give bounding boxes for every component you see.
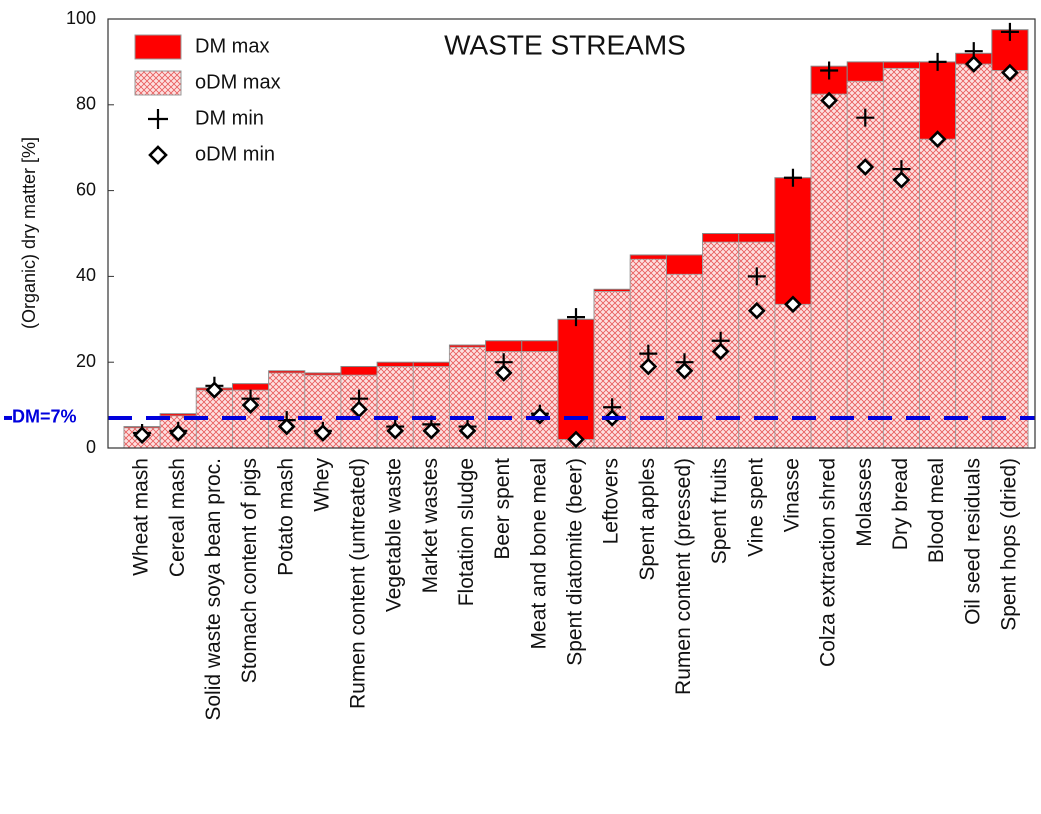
x-tick-label: Market wastes [419,458,442,593]
bar [557,318,595,449]
legend-label: DM max [195,35,269,57]
y-tick-label: 20 [76,351,96,371]
diamond-marker [892,171,911,189]
x-tick-label: Spent fruits [708,458,731,564]
x-tick-label: Spent apples [636,458,659,581]
x-tick-label: Solid waste soya bean proc. [202,458,225,721]
hatched-bar [268,372,306,449]
diamond-marker [747,301,766,320]
hatched-bar [919,138,957,449]
diamond-marker [205,381,224,399]
x-tick-label: Potato mash [274,458,297,576]
diamond-marker [784,295,802,314]
diamond-marker [1001,63,1019,82]
x-tick-label: Wheat mash [130,458,153,576]
hatched-bar [991,70,1029,449]
x-tick-label: Rumen content (pressed) [672,458,695,695]
hatched-bar [846,80,884,449]
plus-marker [1000,22,1019,41]
x-tick-label: Vinasse [781,458,804,532]
hatched-bar [485,351,523,449]
diamond-marker [820,91,838,110]
diamond-marker [928,130,947,148]
diamond-marker [422,422,441,440]
hatched-bar [521,351,559,449]
y-tick-label: 40 [76,265,96,285]
y-tick-label: 100 [66,8,96,28]
plot-frame [107,18,1036,449]
diamond-marker [277,417,296,436]
x-tick-label: Spent diatomite (beer) [564,458,587,666]
reference-label: DM=7% [12,407,77,427]
x-tick-label: Stomach content of pigs [238,458,261,683]
diamond-marker [856,158,875,176]
legend-label: oDM max [195,71,281,93]
x-tick-label: Beer spent [491,458,514,560]
x-tick-label: Cereal mash [166,458,189,577]
x-tick-label: Leftovers [600,458,623,544]
diamond-marker [675,361,694,380]
diamond-marker [964,55,983,73]
plus-marker [783,168,802,187]
x-tick-label: Spent hops (dried) [997,458,1020,631]
x-tick-label: Meat and bone meal [527,458,550,649]
x-tick-label: Rumen content (untreated) [347,458,370,709]
diamond-marker [314,424,332,442]
chart-title: WASTE STREAMS [444,29,686,60]
hatched-bar [810,93,848,449]
legend-label: DM min [195,107,264,129]
diamond-marker [133,426,151,444]
y-tick-label: 0 [86,437,96,457]
legend-swatch [134,70,182,96]
legend-swatch [134,34,182,60]
diamond-marker [386,422,405,440]
x-tick-label: Flotation sludge [455,458,478,606]
x-tick-label: Oil seed residuals [961,458,984,625]
y-tick-label: 60 [76,179,96,199]
diamond-marker [169,424,188,442]
plus-marker [928,52,947,71]
plus-marker [856,108,875,127]
legend-label: oDM min [195,143,275,165]
y-axis-label: (Organic) dry matter [%] [19,137,39,329]
x-tick-label: Dry bread [889,458,912,550]
diamond-marker [458,422,477,440]
x-tick-label: Blood meal [925,458,948,563]
plus-marker [747,267,766,286]
plus-marker [820,61,839,80]
hatched-bar [882,67,920,449]
plus-marker [567,308,585,327]
legend-swatch [148,109,168,129]
legend-swatch [148,145,168,165]
x-tick-label: Whey [310,458,333,512]
diamond-marker [241,396,260,414]
hatched-bar [774,303,812,449]
diamond-marker [711,342,730,361]
x-tick-label: Molasses [853,458,876,547]
x-tick-label: Vegetable waste [383,458,406,612]
diamond-marker [567,430,585,449]
hatched-bar [955,63,993,449]
x-tick-label: Colza extraction shred [817,458,840,667]
diamond-marker [494,364,513,382]
x-tick-label: Vine spent [744,458,767,557]
diamond-marker [639,357,658,376]
y-tick-label: 80 [76,94,96,114]
